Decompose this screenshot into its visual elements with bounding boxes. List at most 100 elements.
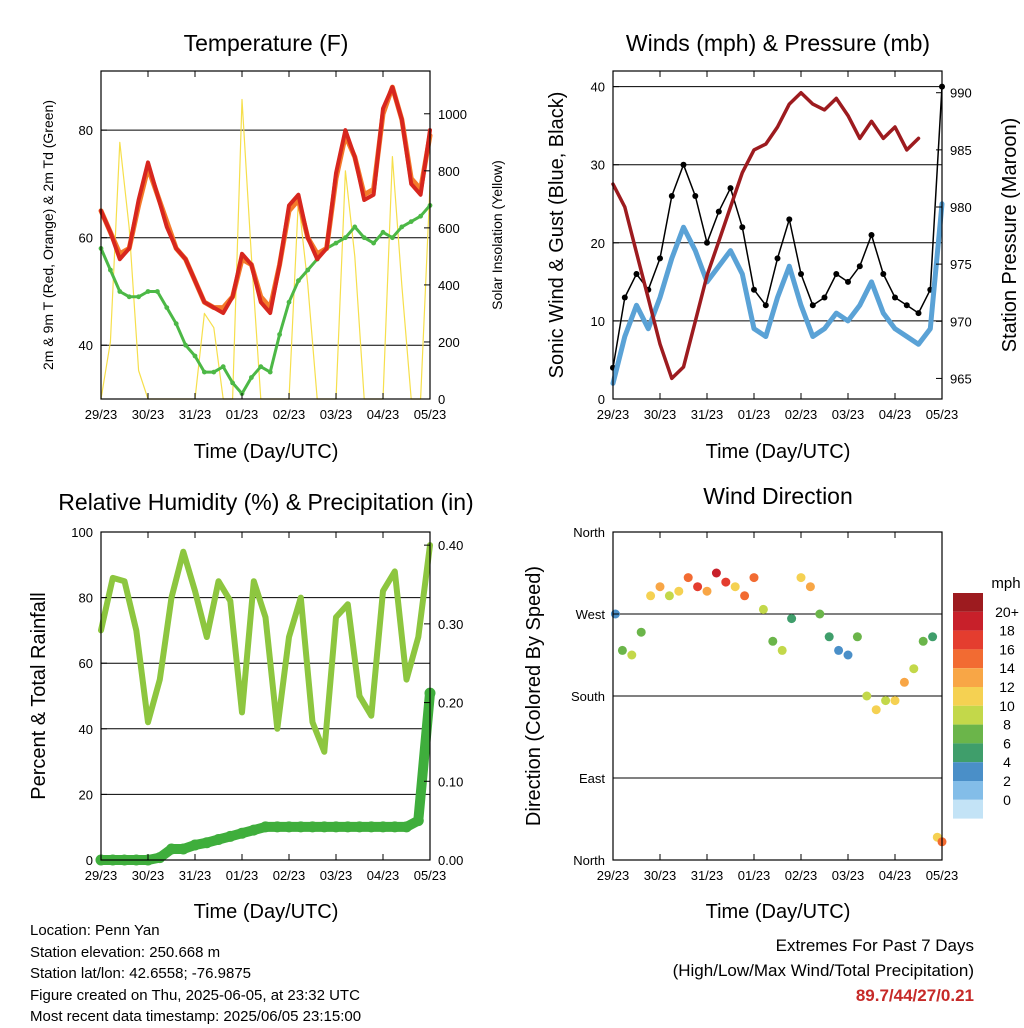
y-tick-label: 60 bbox=[79, 656, 93, 671]
precip-point bbox=[283, 821, 295, 833]
wind-line bbox=[610, 201, 945, 386]
x-tick-label: 04/23 bbox=[879, 407, 912, 422]
x-tick-label: 03/23 bbox=[320, 407, 353, 422]
y-tick-label: 10 bbox=[591, 314, 605, 329]
pressure-line bbox=[611, 90, 921, 381]
winds-xlabel: Time (Day/UTC) bbox=[706, 441, 851, 463]
direction-point bbox=[815, 609, 825, 619]
dewpoint-point bbox=[305, 267, 311, 273]
dewpoint-point bbox=[220, 364, 226, 370]
gust-point bbox=[786, 216, 793, 223]
station-elevation: Station elevation: 250.668 m bbox=[30, 943, 221, 961]
gust-point bbox=[727, 185, 734, 192]
colorbar-label: 0 bbox=[1003, 792, 1011, 808]
y-tick-label: 20 bbox=[591, 236, 605, 251]
colorbar-swatch bbox=[953, 762, 983, 781]
temperature-panel: Temperature (F) 406080020040060080010002… bbox=[40, 30, 505, 463]
y-tick-label: South bbox=[571, 689, 605, 704]
speed-colorbar: 20+ 18 16 14 12 10 8 6 4 2 0 bbox=[953, 593, 1019, 819]
precip-point bbox=[236, 827, 248, 839]
colorbar-swatch bbox=[953, 799, 983, 819]
direction-point bbox=[834, 645, 844, 655]
colorbar-label: 6 bbox=[1003, 735, 1011, 751]
direction-point bbox=[740, 591, 750, 601]
x-tick-label: 30/23 bbox=[644, 868, 677, 883]
colorbar-label: 14 bbox=[999, 660, 1015, 676]
x-tick-label: 03/23 bbox=[320, 868, 353, 883]
gust-point bbox=[762, 302, 769, 309]
direction-point bbox=[664, 591, 674, 601]
y-tick-label: 40 bbox=[591, 80, 605, 95]
gust-point bbox=[821, 294, 828, 301]
direction-point bbox=[627, 650, 637, 660]
dewpoint-point bbox=[202, 369, 207, 375]
gust-point bbox=[668, 193, 675, 199]
x-tick-label: 05/23 bbox=[926, 407, 959, 422]
colorbar-swatch bbox=[953, 724, 983, 744]
direction-point bbox=[843, 650, 853, 660]
x-tick-label: 02/23 bbox=[785, 407, 818, 422]
gust-point bbox=[833, 271, 840, 277]
x-tick-label: 30/23 bbox=[132, 868, 165, 883]
x-tick-label: 04/23 bbox=[367, 407, 400, 422]
dewpoint-point bbox=[296, 278, 301, 284]
direction-point bbox=[871, 705, 881, 715]
precip-point bbox=[377, 821, 389, 833]
precip-point bbox=[307, 821, 318, 833]
gust-point bbox=[633, 271, 640, 277]
direction-point bbox=[702, 586, 712, 596]
x-tick-label: 29/23 bbox=[597, 407, 630, 422]
y-tick-label: 965 bbox=[950, 371, 972, 386]
dewpoint-point bbox=[136, 294, 142, 300]
gust-point bbox=[774, 255, 781, 262]
gust-point bbox=[621, 294, 628, 301]
precip-point bbox=[224, 830, 236, 842]
colorbar-label: 8 bbox=[1003, 717, 1011, 733]
y-tick-label: 0.10 bbox=[438, 774, 463, 789]
y-tick-label: 600 bbox=[438, 221, 460, 236]
direction-point bbox=[693, 582, 703, 592]
direction-point bbox=[928, 632, 938, 642]
x-tick-label: 01/23 bbox=[738, 868, 771, 883]
wind-direction-panel: Wind Direction NorthEastSouthWestNorth29… bbox=[523, 483, 1021, 923]
gust-point bbox=[657, 255, 663, 262]
x-tick-label: 02/23 bbox=[785, 868, 818, 883]
gust-point bbox=[715, 208, 722, 215]
gust-point bbox=[880, 271, 887, 277]
x-tick-label: 03/23 bbox=[832, 407, 865, 422]
x-tick-label: 02/23 bbox=[273, 407, 306, 422]
colorbar-label: 10 bbox=[999, 698, 1015, 714]
y-tick-label: 0.40 bbox=[438, 538, 463, 553]
x-tick-label: 04/23 bbox=[879, 868, 912, 883]
colorbar-title: mph bbox=[991, 575, 1020, 592]
precip-point bbox=[354, 821, 365, 833]
extremes-title: Extremes For Past 7 Days bbox=[775, 936, 974, 955]
direction-point bbox=[890, 696, 900, 706]
humidity-xlabel: Time (Day/UTC) bbox=[194, 901, 339, 923]
gust-point bbox=[845, 278, 851, 285]
y-tick-label: 0 bbox=[438, 392, 445, 407]
precip-point bbox=[342, 821, 354, 833]
dewpoint-point bbox=[352, 224, 358, 230]
y-tick-label: 400 bbox=[438, 278, 460, 293]
x-tick-label: 01/23 bbox=[226, 868, 259, 883]
dewpoint-point bbox=[211, 369, 217, 375]
dewpoint-point bbox=[267, 369, 273, 375]
direction-point bbox=[730, 582, 740, 592]
direction-point bbox=[777, 645, 787, 655]
direction-point bbox=[768, 636, 778, 646]
direction-point bbox=[721, 577, 731, 587]
temperature-plot-frame bbox=[100, 70, 431, 400]
dewpoint-point bbox=[286, 299, 292, 305]
dewpoint-point bbox=[399, 224, 405, 230]
direction-point bbox=[805, 582, 815, 592]
extremes-subtitle: (High/Low/Max Wind/Total Precipitation) bbox=[672, 961, 974, 980]
precip-point bbox=[401, 821, 412, 833]
x-tick-label: 31/23 bbox=[691, 868, 724, 883]
dewpoint-point bbox=[277, 332, 282, 337]
y-tick-label: 60 bbox=[79, 231, 93, 246]
gust-point bbox=[903, 302, 910, 309]
gust-point bbox=[692, 193, 699, 199]
winds-ylabel: Sonic Wind & Gust (Blue, Black) bbox=[546, 92, 568, 379]
